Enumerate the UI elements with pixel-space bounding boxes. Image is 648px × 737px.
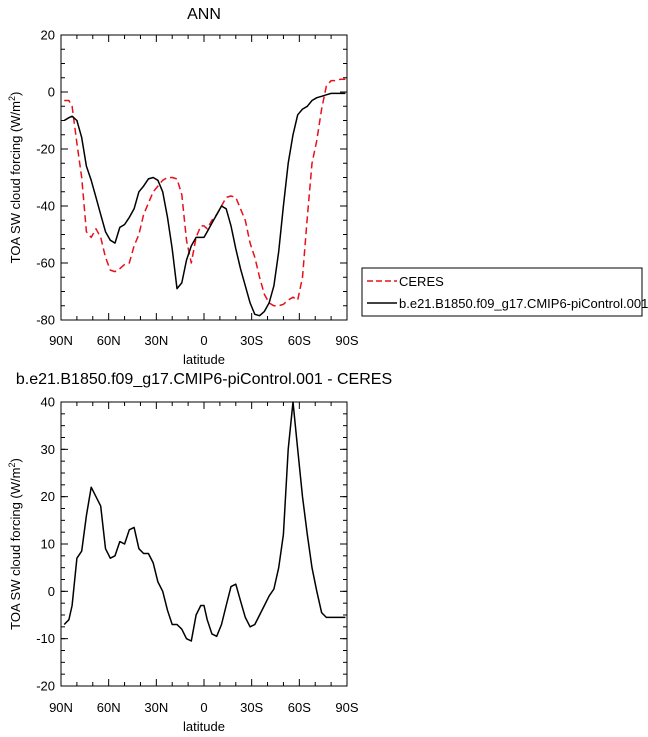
x-tick-label: 0	[200, 700, 207, 715]
legend-entry: b.e21.B1850.f09_g17.CMIP6-piControl.001	[399, 296, 648, 311]
plot-frame	[60, 401, 348, 687]
y-tick-label: 10	[41, 537, 55, 552]
y-tick-label: 20	[41, 489, 55, 504]
chart-title: ANN	[187, 6, 221, 23]
x-axis-label: latitude	[183, 352, 225, 367]
chart-title: b.e21.B1850.f09_g17.CMIP6-piControl.001 …	[16, 371, 392, 388]
x-tick-label: 30S	[240, 700, 263, 715]
panel-difference: b.e21.B1850.f09_g17.CMIP6-piControl.001 …	[7, 371, 392, 734]
x-tick-label: 60S	[288, 333, 311, 348]
x-tick-label: 90S	[335, 700, 358, 715]
x-tick-label: 90S	[335, 333, 358, 348]
y-axis-label-superscript: 2	[7, 96, 17, 101]
x-tick-label: 60N	[97, 700, 121, 715]
y-axis-label-text: TOA SW cloud forcing (W/m	[8, 101, 23, 263]
y-tick-label: -40	[36, 199, 55, 214]
y-tick-label: 40	[41, 395, 55, 410]
x-axis-label: latitude	[183, 719, 225, 734]
y-tick-label: 0	[48, 584, 55, 599]
x-tick-label: 30S	[240, 333, 263, 348]
y-axis-label: TOA SW cloud forcing (W/m2)	[7, 92, 23, 264]
legend-box	[361, 267, 643, 317]
legend: CERES b.e21.B1850.f09_g17.CMIP6-piControl…	[361, 267, 648, 317]
x-tick-label: 90N	[49, 700, 73, 715]
x-tick-label: 30N	[144, 700, 168, 715]
x-tick-label: 90N	[49, 333, 73, 348]
y-axis-label-text: TOA SW cloud forcing (W/m	[8, 468, 23, 630]
y-tick-label: 30	[41, 442, 55, 457]
series-line-difference	[63, 401, 346, 642]
x-tick-label: 0	[200, 333, 207, 348]
x-tick-label: 60N	[97, 333, 121, 348]
panel-annual-mean: ANN 90N 60N 30N 0 30S 60S 90S -80 -60 -40 -20 0 20 lat…	[7, 6, 359, 367]
legend-entry: CERES	[399, 274, 444, 289]
y-tick-label: 20	[41, 28, 55, 43]
y-axis-label: TOA SW cloud forcing (W/m2)	[7, 458, 23, 630]
y-tick-label: 0	[48, 85, 55, 100]
series-line-model	[63, 92, 346, 317]
plot-frame	[60, 34, 348, 321]
y-tick-label: -60	[36, 256, 55, 271]
series-line-ceres	[64, 78, 346, 307]
y-tick-label: -80	[36, 313, 55, 328]
y-tick-label: -20	[36, 679, 55, 694]
y-tick-label: -20	[36, 142, 55, 157]
y-axis-label-close: )	[8, 458, 23, 462]
y-axis-label-superscript: 2	[7, 463, 17, 468]
x-tick-label: 30N	[144, 333, 168, 348]
y-tick-label: -10	[36, 631, 55, 646]
y-axis-label-close: )	[8, 92, 23, 96]
x-tick-label: 60S	[288, 700, 311, 715]
